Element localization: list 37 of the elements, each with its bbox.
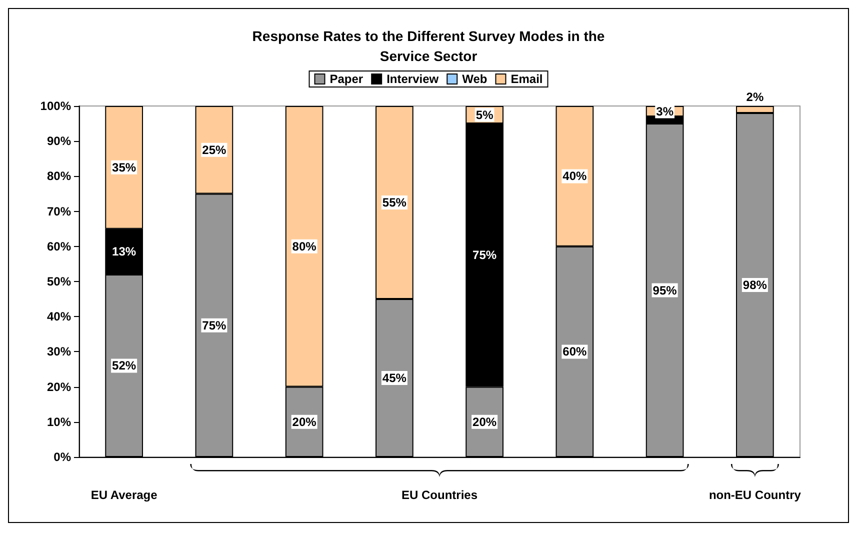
data-label: 75% <box>472 248 497 262</box>
y-tick-label: 30% <box>46 344 72 359</box>
data-label: 13% <box>112 244 136 259</box>
data-label: 20% <box>292 414 317 429</box>
y-tick-label: 80% <box>46 169 72 184</box>
y-tick-label: 40% <box>46 310 72 324</box>
data-label: 35% <box>112 160 136 174</box>
legend-label: Paper <box>330 72 364 86</box>
data-label: 25% <box>202 142 227 157</box>
y-tick-label: 70% <box>46 204 72 218</box>
y-tick-label: 10% <box>46 414 72 429</box>
data-label: 95% <box>652 283 678 298</box>
text: EU Countries <box>401 488 478 502</box>
legend-label: Web <box>462 72 488 86</box>
y-tick-label: 60% <box>46 239 72 254</box>
y-tick-label: 50% <box>46 274 72 288</box>
y-tick-label: 20% <box>46 380 72 394</box>
data-label: 55% <box>382 196 407 210</box>
data-label: 45% <box>382 371 407 386</box>
data-label: 80% <box>292 239 317 254</box>
data-label: 3% <box>656 104 674 118</box>
data-label: 60% <box>562 344 588 359</box>
chart-title: Response Rates to the Different Survey Modes in the Service Sector <box>252 28 605 64</box>
data-label: 98% <box>742 278 768 292</box>
data-label: 20% <box>472 414 497 429</box>
y-tick-label: 90% <box>46 134 72 148</box>
x-tick-label: non-EU Country <box>708 488 802 502</box>
data-label: 2% <box>746 90 764 104</box>
y-tick-label: 0% <box>54 450 72 464</box>
x-tick-label: EU Average <box>90 488 158 502</box>
legend-label: Interview <box>386 72 440 86</box>
data-label: 75% <box>202 318 227 332</box>
data-label: 5% <box>476 108 494 122</box>
data-label: 52% <box>112 358 136 373</box>
data-label: 40% <box>562 169 588 184</box>
y-tick-label: 100% <box>40 99 72 113</box>
legend-label: Email <box>510 72 543 86</box>
